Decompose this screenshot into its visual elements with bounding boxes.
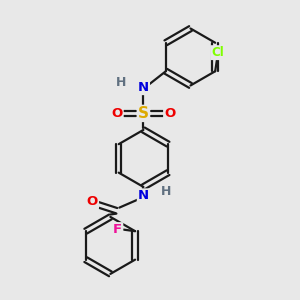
Text: N: N [138, 81, 149, 94]
Text: H: H [116, 76, 127, 89]
Text: O: O [164, 107, 176, 120]
Text: F: F [113, 223, 122, 236]
Text: O: O [87, 195, 98, 208]
Text: N: N [138, 189, 149, 203]
Text: S: S [138, 106, 149, 121]
Text: Cl: Cl [211, 46, 224, 59]
Text: H: H [160, 185, 171, 198]
Text: O: O [111, 107, 123, 120]
